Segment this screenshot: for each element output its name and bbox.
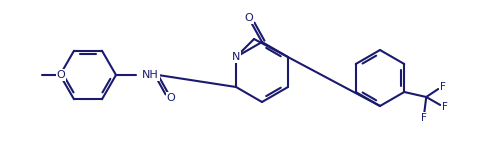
Text: F: F	[442, 102, 448, 112]
Text: N: N	[232, 52, 240, 62]
Text: NH: NH	[142, 70, 159, 80]
Text: O: O	[166, 93, 175, 103]
Text: F: F	[440, 82, 446, 92]
Text: O: O	[57, 70, 65, 80]
Text: O: O	[244, 13, 254, 23]
Text: F: F	[421, 113, 427, 123]
